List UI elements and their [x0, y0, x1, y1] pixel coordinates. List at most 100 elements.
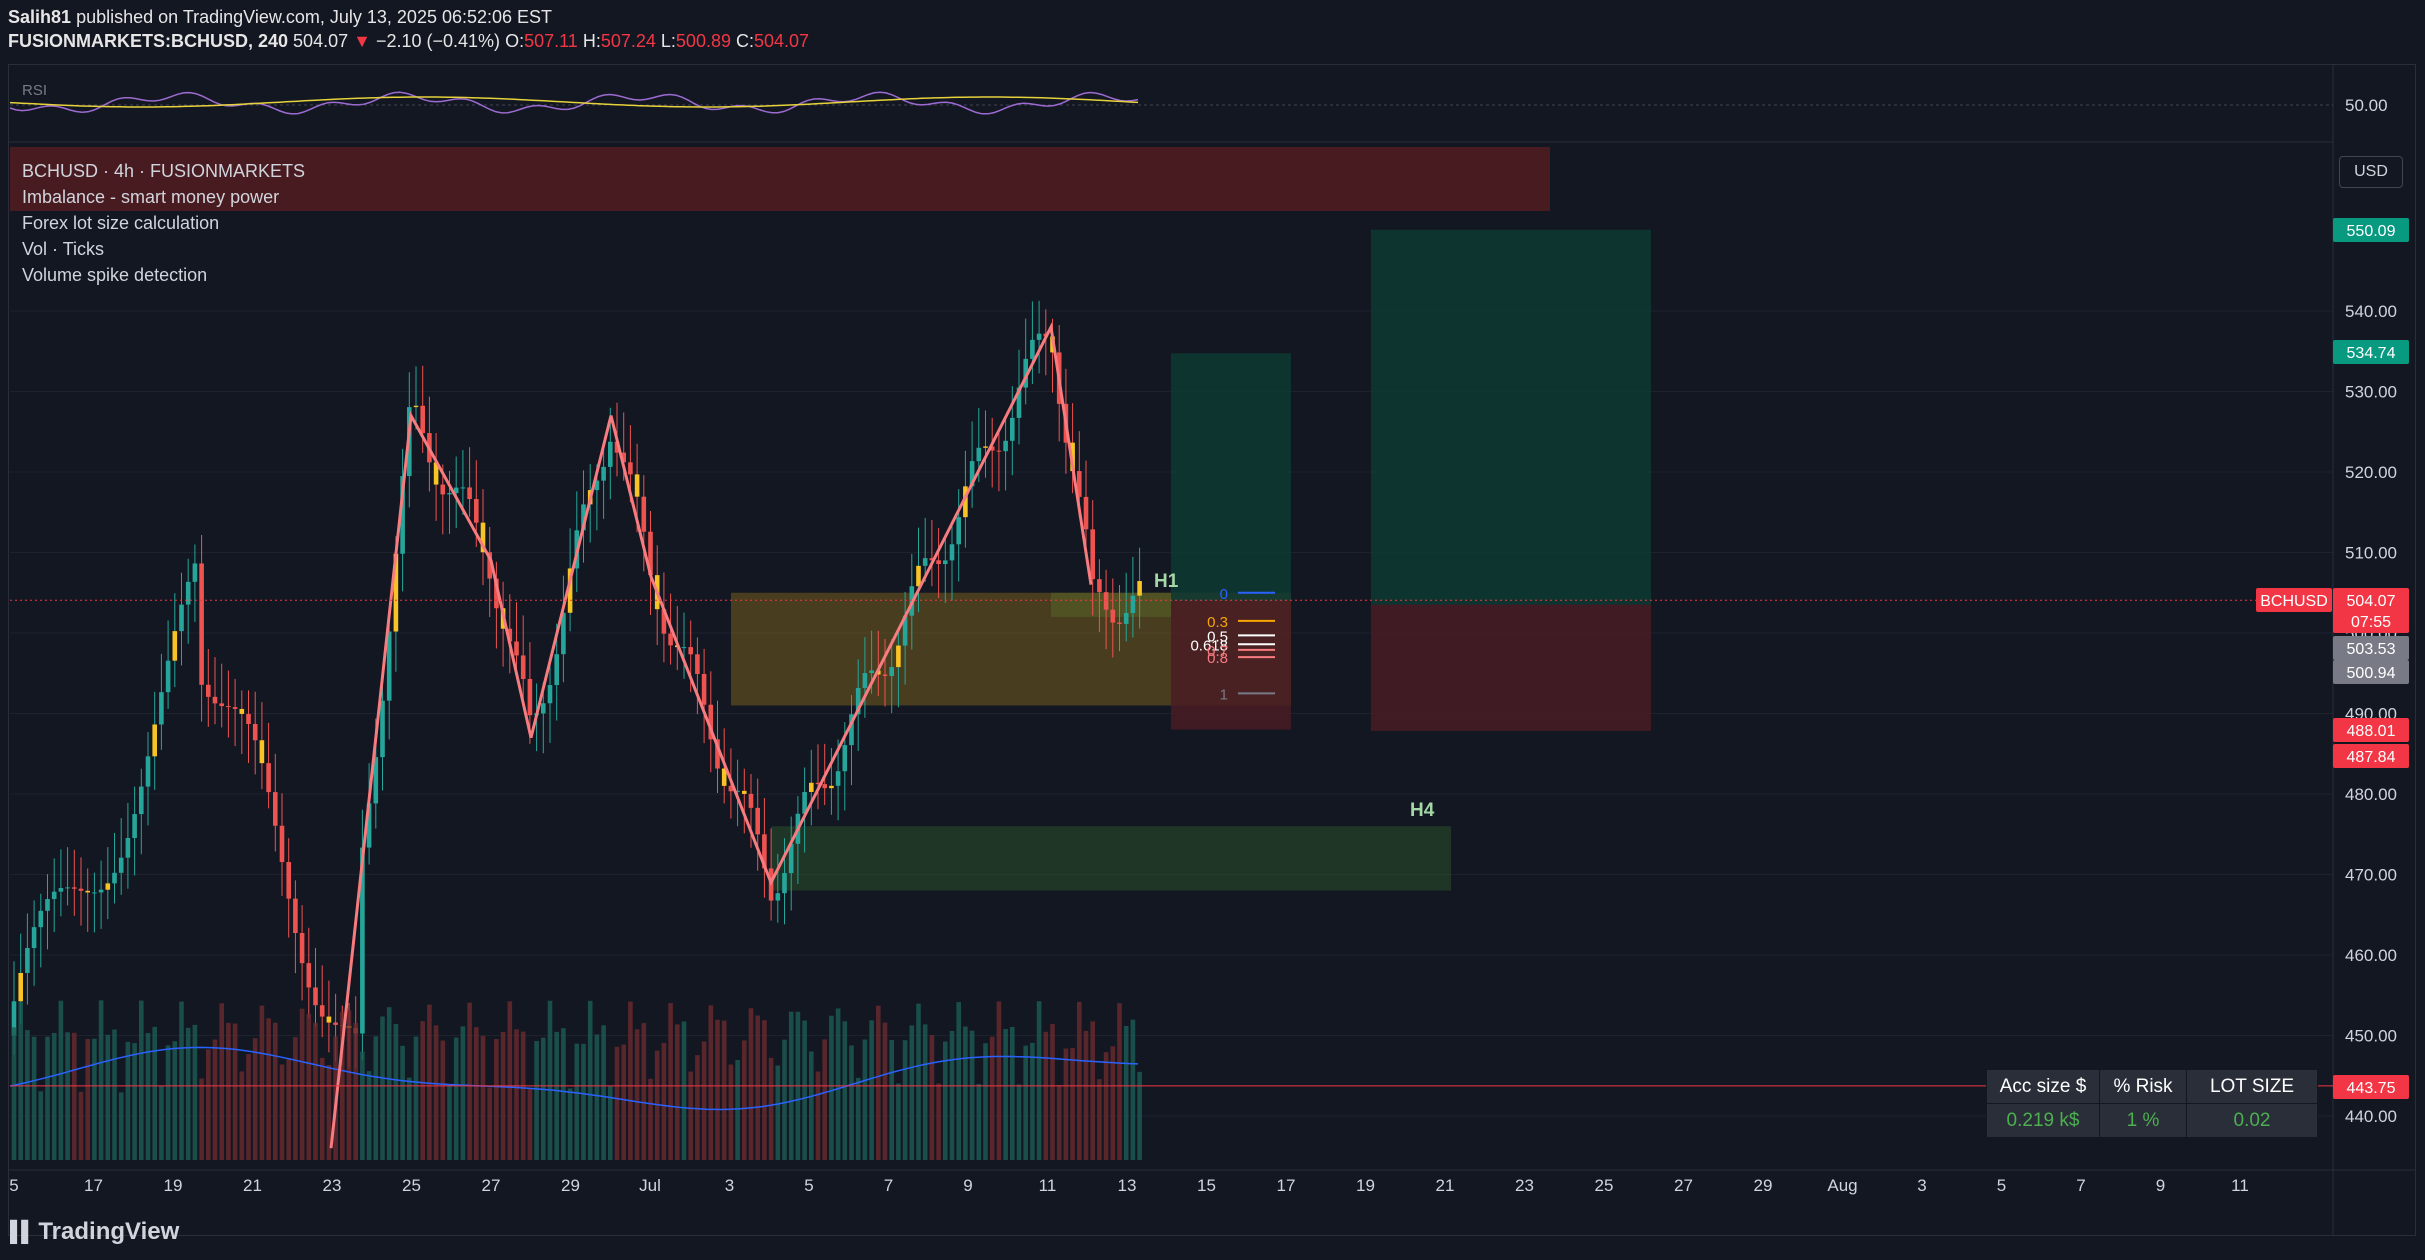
volume-bar — [701, 1041, 707, 1160]
volume-bar — [1036, 1001, 1042, 1160]
candle — [319, 1005, 325, 1017]
volume-bar — [728, 1064, 734, 1160]
candle — [601, 466, 606, 481]
candle — [360, 847, 365, 1034]
volume-bar — [527, 1087, 533, 1160]
x-tick-label: 3 — [1917, 1176, 1926, 1195]
volume-bar — [721, 1020, 727, 1160]
candle — [976, 447, 982, 462]
author: Salih81 — [8, 7, 72, 27]
volume-bar — [688, 1071, 693, 1160]
volume-bar — [45, 1036, 50, 1160]
candle — [1097, 579, 1102, 593]
volume-bar — [65, 1032, 70, 1160]
zone-h4 — [771, 826, 1451, 891]
volume-bar — [882, 1022, 888, 1160]
price-tag-label: 550.09 — [2347, 223, 2396, 240]
candle — [855, 687, 861, 715]
volume-bar — [92, 1038, 97, 1160]
volume-bar — [996, 1001, 1002, 1160]
volume-bar — [266, 1018, 271, 1160]
price-tag — [2333, 218, 2409, 242]
volume-bar — [152, 1026, 157, 1160]
volume-bar — [38, 1091, 44, 1160]
candle — [1090, 529, 1095, 580]
volume-bar — [762, 1020, 767, 1160]
tradingview-logo-icon: ▌▌ — [10, 1220, 35, 1243]
candle — [1123, 613, 1129, 624]
volume-bar — [360, 1051, 365, 1160]
volume-bar — [742, 1040, 747, 1160]
price-tag-label: BCHUSD — [2260, 593, 2328, 610]
candle — [862, 673, 868, 688]
currency-button[interactable]: USD — [2339, 156, 2403, 188]
legend-title[interactable]: BCHUSD · 4h · FUSIONMARKETS — [22, 161, 306, 181]
tradingview-brand[interactable]: ▌▌ TradingView — [10, 1218, 179, 1246]
volume-bar — [668, 1003, 673, 1160]
candle — [983, 446, 988, 448]
volume-bar — [165, 1045, 171, 1160]
legend-indicator[interactable]: Imbalance - smart money power — [22, 187, 280, 207]
volume-bar — [1010, 1026, 1015, 1160]
candle — [943, 560, 948, 565]
high-value: 507.24 — [600, 31, 656, 51]
candle — [1003, 440, 1008, 452]
candle — [641, 496, 647, 532]
x-tick-label: 23 — [323, 1176, 342, 1195]
price-tag-label: 443.75 — [2347, 1080, 2396, 1097]
candle — [1130, 595, 1136, 614]
volume-bar — [648, 1078, 653, 1160]
candle — [85, 890, 90, 893]
volume-bar — [1070, 1047, 1075, 1160]
volume-bar — [909, 1025, 915, 1160]
volume-bar — [279, 1064, 285, 1160]
volume-bar — [829, 1015, 834, 1160]
last-price: 504.07 — [293, 31, 349, 51]
candle — [58, 888, 64, 892]
legend-indicator[interactable]: Vol · Ticks — [22, 239, 105, 259]
change-arrow: ▼ — [353, 31, 371, 51]
volume-bar — [132, 1043, 137, 1160]
swing-zigzag — [329, 322, 1093, 1149]
candle — [822, 784, 827, 789]
candle — [815, 782, 821, 785]
lot-size-table: Acc size $ % Risk LOT SIZE 0.219 k$ 1 % … — [1986, 1069, 2318, 1138]
volume-bar — [621, 1044, 626, 1160]
volume-bar — [507, 1001, 513, 1160]
volume-bar — [293, 1037, 298, 1160]
candle — [326, 1016, 332, 1023]
candle — [92, 892, 97, 894]
volume-bar — [1123, 1026, 1129, 1160]
fib-label: 0 — [1220, 586, 1228, 603]
volume-bar — [474, 1027, 479, 1160]
price-tag — [2256, 588, 2332, 612]
volume-bar — [246, 1054, 251, 1160]
candle — [185, 581, 191, 605]
candle — [949, 544, 955, 561]
candle — [835, 771, 841, 786]
volume-bar — [936, 1083, 941, 1160]
candle — [31, 927, 37, 949]
volume-bar — [956, 1002, 961, 1160]
candle — [393, 553, 399, 632]
candle — [232, 707, 238, 709]
candle — [165, 660, 171, 693]
volume-bar — [574, 1043, 580, 1160]
price-tag — [2333, 660, 2409, 684]
x-tick-label: 27 — [482, 1176, 501, 1195]
candle — [728, 785, 734, 792]
volume-bar — [514, 1029, 519, 1160]
candle — [594, 480, 600, 491]
volume-bar — [1043, 1031, 1049, 1160]
volume-bar — [400, 1045, 405, 1160]
candle — [199, 563, 204, 685]
candle — [695, 654, 700, 674]
candle — [179, 604, 184, 632]
lot-size-value: 0.02 — [2186, 1103, 2318, 1138]
legend-indicator[interactable]: Forex lot size calculation — [22, 213, 220, 233]
candle — [226, 706, 231, 708]
legend-indicator[interactable]: Volume spike detection — [22, 265, 208, 285]
y-tick-label: 520.00 — [2345, 463, 2397, 482]
x-tick-label: Aug — [1827, 1176, 1857, 1195]
